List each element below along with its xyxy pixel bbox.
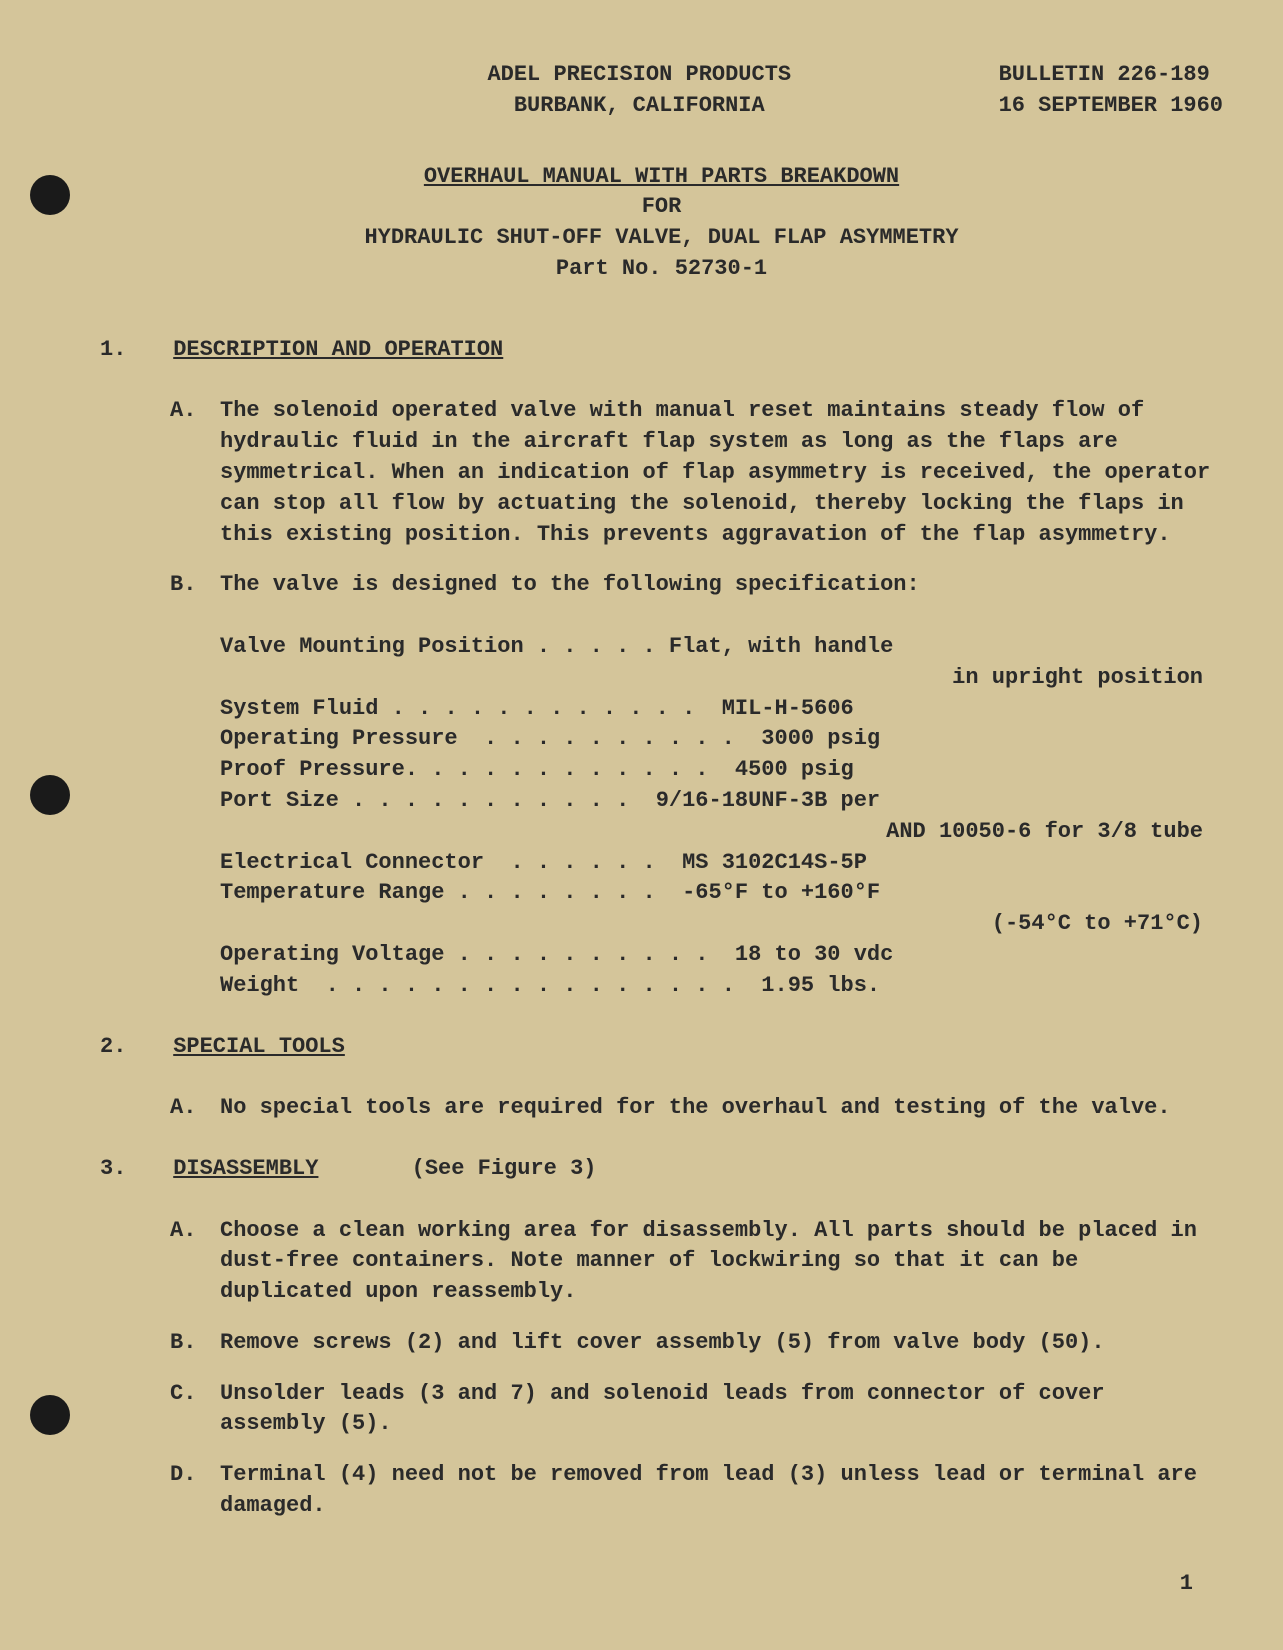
spec-label: Proof Pressure bbox=[220, 755, 405, 786]
spec-value: MIL-H-5606 bbox=[722, 694, 854, 725]
hole-punch-2 bbox=[30, 775, 70, 815]
hole-punch-1 bbox=[30, 175, 70, 215]
section-3-d: D. Terminal (4) need not be removed from… bbox=[170, 1460, 1223, 1522]
spec-dots: . . . . . . bbox=[484, 848, 682, 879]
section-1: 1. DESCRIPTION AND OPERATION A. The sole… bbox=[100, 335, 1223, 1002]
spec-label: Weight bbox=[220, 971, 299, 1002]
spec-dots: . . . . . . . . . . bbox=[444, 940, 734, 971]
sub-letter: A. bbox=[170, 396, 220, 550]
title-line1: OVERHAUL MANUAL WITH PARTS BREAKDOWN bbox=[100, 162, 1223, 193]
section-3-b: B. Remove screws (2) and lift cover asse… bbox=[170, 1328, 1223, 1359]
sub-content: Unsolder leads (3 and 7) and solenoid le… bbox=[220, 1379, 1223, 1441]
specs-table: Valve Mounting Position . . . . . Flat, … bbox=[220, 632, 1223, 1002]
spec-dots: . . . . . . . . . . . bbox=[339, 786, 656, 817]
sub-content: Remove screws (2) and lift cover assembl… bbox=[220, 1328, 1223, 1359]
title-line3: HYDRAULIC SHUT-OFF VALVE, DUAL FLAP ASYM… bbox=[100, 223, 1223, 254]
spec-label: Operating Voltage bbox=[220, 940, 444, 971]
spec-value: 3000 psig bbox=[761, 724, 880, 755]
see-figure-ref: (See Figure 3) bbox=[412, 1156, 597, 1181]
section-number: 2. bbox=[100, 1032, 160, 1063]
spec-continuation: in upright position bbox=[220, 663, 1223, 694]
section-1-header: 1. DESCRIPTION AND OPERATION bbox=[100, 335, 1223, 366]
section-3-a: A. Choose a clean working area for disas… bbox=[170, 1216, 1223, 1308]
sub-letter: B. bbox=[170, 1328, 220, 1359]
spec-dots: . . . . . . . . . . . . bbox=[405, 755, 735, 786]
section-3-header: 3. DISASSEMBLY (See Figure 3) bbox=[100, 1154, 1223, 1185]
spec-row: Valve Mounting Position . . . . . Flat, … bbox=[220, 632, 1223, 663]
spec-row: Electrical Connector . . . . . . MS 3102… bbox=[220, 848, 1223, 879]
spec-dots: . . . . . . . . bbox=[444, 878, 682, 909]
spec-row: Temperature Range . . . . . . . . -65°F … bbox=[220, 878, 1223, 909]
spec-continuation: (-54°C to +71°C) bbox=[220, 909, 1223, 940]
company-info: ADEL PRECISION PRODUCTS BURBANK, CALIFOR… bbox=[100, 60, 999, 122]
spec-label: Valve Mounting Position bbox=[220, 632, 524, 663]
section-2-a: A. No special tools are required for the… bbox=[170, 1093, 1223, 1124]
spec-row: Proof Pressure. . . . . . . . . . . . 45… bbox=[220, 755, 1223, 786]
spec-continuation: AND 10050-6 for 3/8 tube bbox=[220, 817, 1223, 848]
title-line4: Part No. 52730-1 bbox=[100, 254, 1223, 285]
bulletin-date: 16 SEPTEMBER 1960 bbox=[999, 91, 1223, 122]
section-3-c: C. Unsolder leads (3 and 7) and solenoid… bbox=[170, 1379, 1223, 1441]
section-2: 2. SPECIAL TOOLS A. No special tools are… bbox=[100, 1032, 1223, 1124]
spec-row: Weight . . . . . . . . . . . . . . . . 1… bbox=[220, 971, 1223, 1002]
spec-value: 4500 psig bbox=[735, 755, 854, 786]
hole-punch-3 bbox=[30, 1395, 70, 1435]
spec-row: System Fluid . . . . . . . . . . . . MIL… bbox=[220, 694, 1223, 725]
section-2-header: 2. SPECIAL TOOLS bbox=[100, 1032, 1223, 1063]
sub-content: The valve is designed to the following s… bbox=[220, 570, 1223, 1001]
spec-dots: . . . . . . . . . . . . bbox=[378, 694, 721, 725]
spec-label: Temperature Range bbox=[220, 878, 444, 909]
bulletin-number: BULLETIN 226-189 bbox=[999, 60, 1223, 91]
company-location: BURBANK, CALIFORNIA bbox=[280, 91, 999, 122]
sub-content: Terminal (4) need not be removed from le… bbox=[220, 1460, 1223, 1522]
spec-dots: . . . . . . . . . . bbox=[458, 724, 762, 755]
spec-label: System Fluid bbox=[220, 694, 378, 725]
document-title: OVERHAUL MANUAL WITH PARTS BREAKDOWN FOR… bbox=[100, 162, 1223, 285]
sub-letter: D. bbox=[170, 1460, 220, 1522]
spec-intro: The valve is designed to the following s… bbox=[220, 570, 1223, 601]
sub-letter: B. bbox=[170, 570, 220, 1001]
spec-value: Flat, with handle bbox=[669, 632, 893, 663]
spec-row: Operating Voltage . . . . . . . . . . 18… bbox=[220, 940, 1223, 971]
section-3: 3. DISASSEMBLY (See Figure 3) A. Choose … bbox=[100, 1154, 1223, 1522]
sub-content: Choose a clean working area for disassem… bbox=[220, 1216, 1223, 1308]
sub-letter: A. bbox=[170, 1093, 220, 1124]
sub-letter: A. bbox=[170, 1216, 220, 1308]
section-1-b: B. The valve is designed to the followin… bbox=[170, 570, 1223, 1001]
page-number: 1 bbox=[1180, 1569, 1193, 1600]
section-heading: DISASSEMBLY bbox=[173, 1154, 318, 1185]
spec-value: 9/16-18UNF-3B per bbox=[656, 786, 880, 817]
sub-content: No special tools are required for the ov… bbox=[220, 1093, 1223, 1124]
spec-value: -65°F to +160°F bbox=[682, 878, 880, 909]
section-number: 1. bbox=[100, 335, 160, 366]
spec-value: 18 to 30 vdc bbox=[735, 940, 893, 971]
sub-letter: C. bbox=[170, 1379, 220, 1441]
spec-label: Port Size bbox=[220, 786, 339, 817]
title-line2: FOR bbox=[100, 192, 1223, 223]
spec-dots: . . . . . . . . . . . . . . . . bbox=[299, 971, 761, 1002]
section-heading: SPECIAL TOOLS bbox=[173, 1032, 345, 1063]
document-header: ADEL PRECISION PRODUCTS BURBANK, CALIFOR… bbox=[100, 60, 1223, 122]
spec-label: Operating Pressure bbox=[220, 724, 458, 755]
sub-content: The solenoid operated valve with manual … bbox=[220, 396, 1223, 550]
section-number: 3. bbox=[100, 1154, 160, 1185]
spec-value: MS 3102C14S-5P bbox=[682, 848, 867, 879]
spec-row: Operating Pressure . . . . . . . . . . 3… bbox=[220, 724, 1223, 755]
spec-row: Port Size . . . . . . . . . . . 9/16-18U… bbox=[220, 786, 1223, 817]
spec-value: 1.95 lbs. bbox=[761, 971, 880, 1002]
bulletin-info: BULLETIN 226-189 16 SEPTEMBER 1960 bbox=[999, 60, 1223, 122]
section-heading: DESCRIPTION AND OPERATION bbox=[173, 335, 503, 366]
section-1-a: A. The solenoid operated valve with manu… bbox=[170, 396, 1223, 550]
spec-dots: . . . . . bbox=[524, 632, 669, 663]
spec-label: Electrical Connector bbox=[220, 848, 484, 879]
company-name: ADEL PRECISION PRODUCTS bbox=[280, 60, 999, 91]
